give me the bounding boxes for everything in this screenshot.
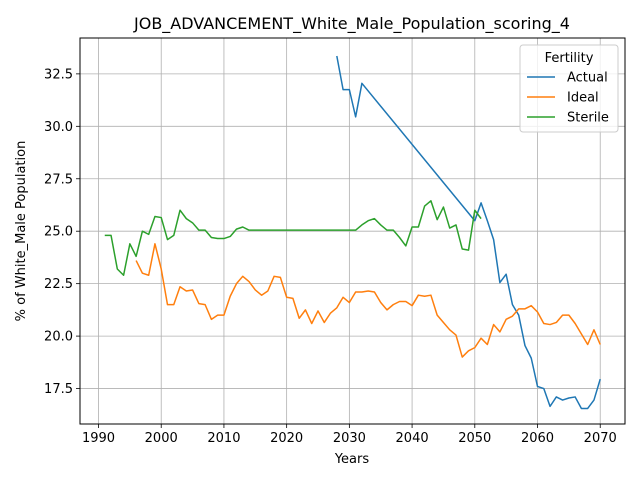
x-tick-label: 2020	[270, 431, 303, 446]
x-tick-label: 2060	[521, 431, 554, 446]
x-axis-label: Years	[334, 452, 370, 467]
series-lines	[104, 55, 601, 410]
legend-box	[519, 44, 619, 133]
legend-label-ideal: Ideal	[567, 91, 599, 106]
x-tick-label: 2050	[458, 431, 491, 446]
y-axis-label: % of White_Male Population	[14, 141, 29, 322]
y-tick-label: 27.5	[44, 172, 73, 187]
legend-entries: Actual Ideal Sterile	[527, 71, 609, 126]
axis-ticks: 1990 2000 2010 2020 2030 2040 2050 2060 2070 17.5…	[44, 67, 617, 446]
y-tick-label: 32.5	[44, 67, 73, 82]
x-tick-label: 2040	[396, 431, 429, 446]
x-tick-label: 2030	[333, 431, 366, 446]
y-tick-label: 20.0	[44, 330, 73, 345]
x-tick-label: 2010	[207, 431, 240, 446]
x-tick-label: 1990	[82, 431, 115, 446]
legend-label-actual: Actual	[567, 71, 608, 86]
x-tick-label: 2070	[584, 431, 617, 446]
y-tick-label: 17.5	[44, 382, 73, 397]
y-tick-label: 22.5	[44, 277, 73, 292]
series-line-sterile	[104, 200, 482, 277]
y-tick-label: 25.0	[44, 225, 73, 240]
x-tick-label: 2000	[145, 431, 178, 446]
legend-label-sterile: Sterile	[567, 111, 609, 126]
legend-title: Fertility	[545, 51, 594, 66]
series-line-actual	[336, 55, 601, 410]
chart-title: JOB_ADVANCEMENT_White_Male_Population_sc…	[133, 14, 570, 34]
y-tick-label: 30.0	[44, 120, 73, 135]
series-line-ideal	[135, 243, 601, 358]
legend: Fertility Actual Ideal Sterile	[519, 44, 619, 133]
